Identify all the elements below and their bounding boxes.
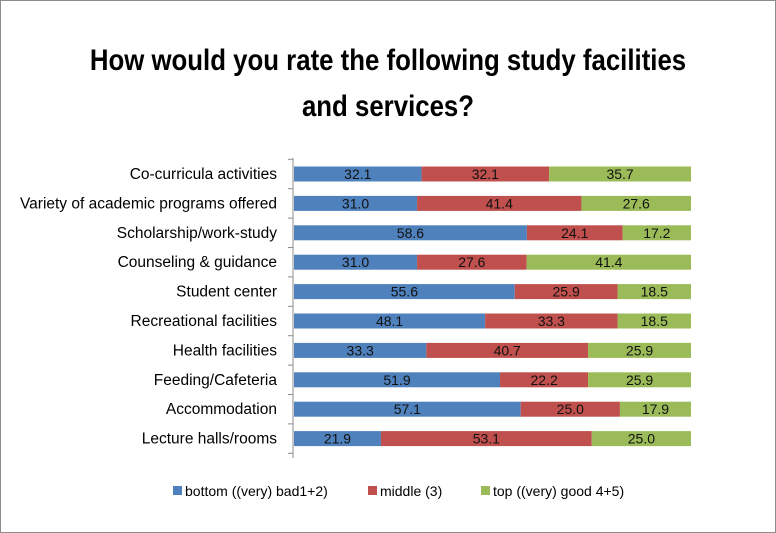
- data-label-lecture-halls-rooms-series-1: 21.9: [324, 431, 351, 447]
- legend-swatch-series-2: [368, 486, 377, 495]
- data-label-counseling-guidance-series-1: 31.0: [342, 254, 369, 270]
- bar-segment-scholarship-work-study-series-3: [622, 225, 691, 241]
- bar-segment-lecture-halls-rooms-series-2: [380, 431, 592, 447]
- chart-title: How would you rate the following study f…: [54, 38, 721, 130]
- legend-swatch-series-3: [481, 486, 490, 495]
- data-label-scholarship-work-study-series-3: 17.2: [643, 225, 670, 241]
- bar-segment-recreational-facilities-series-2: [485, 313, 618, 329]
- bar-segment-variety-of-academic-programs-offered-series-3: [581, 195, 691, 211]
- category-label-student-center: Student center: [176, 284, 277, 301]
- bar-segment-accommodation-series-2: [520, 401, 620, 417]
- data-label-student-center-series-3: 18.5: [641, 284, 668, 300]
- bar-segment-student-center-series-1: [294, 284, 515, 300]
- bar-segment-student-center-series-2: [514, 284, 618, 300]
- category-label-feeding-cafeteria: Feeding/Cafeteria: [154, 372, 278, 389]
- data-label-counseling-guidance-series-2: 27.6: [458, 254, 485, 270]
- data-label-feeding-cafeteria-series-2: 22.2: [530, 372, 557, 388]
- bar-segment-feeding-cafeteria-series-1: [294, 372, 501, 388]
- category-label-lecture-halls-rooms: Lecture halls/rooms: [142, 431, 278, 448]
- chart-title-line-2: and services?: [301, 90, 475, 123]
- bar-segment-counseling-guidance-series-3: [526, 254, 691, 270]
- data-label-accommodation-series-2: 25.0: [557, 401, 584, 417]
- data-label-lecture-halls-rooms-series-3: 25.0: [628, 431, 655, 447]
- data-label-lecture-halls-rooms-series-2: 53.1: [473, 431, 500, 447]
- bar-segment-scholarship-work-study-series-1: [294, 225, 527, 241]
- data-label-co-curricula-activities-series-1: 32.1: [344, 166, 371, 182]
- bar-segment-feeding-cafeteria-series-2: [500, 372, 589, 388]
- bar-segment-recreational-facilities-series-1: [294, 313, 486, 329]
- data-label-recreational-facilities-series-2: 33.3: [538, 313, 565, 329]
- legend-swatch-series-1: [173, 486, 182, 495]
- data-label-scholarship-work-study-series-1: 58.6: [397, 225, 424, 241]
- data-label-recreational-facilities-series-3: 18.5: [641, 313, 668, 329]
- data-label-accommodation-series-1: 57.1: [394, 401, 421, 417]
- data-label-health-facilities-series-2: 40.7: [494, 342, 521, 358]
- bar-segment-lecture-halls-rooms-series-1: [294, 431, 381, 447]
- category-label-counseling-guidance: Counseling & guidance: [118, 254, 277, 271]
- data-label-feeding-cafeteria-series-1: 51.9: [383, 372, 410, 388]
- category-label-accommodation: Accommodation: [166, 401, 277, 418]
- data-label-health-facilities-series-1: 33.3: [347, 342, 374, 358]
- data-label-health-facilities-series-3: 25.9: [626, 342, 653, 358]
- bar-segment-co-curricula-activities-series-3: [549, 166, 691, 182]
- bar-segment-feeding-cafeteria-series-3: [588, 372, 691, 388]
- bar-segment-health-facilities-series-3: [588, 342, 691, 358]
- data-label-feeding-cafeteria-series-3: 25.9: [626, 372, 653, 388]
- bar-segment-scholarship-work-study-series-2: [526, 225, 623, 241]
- data-label-counseling-guidance-series-3: 41.4: [595, 254, 622, 270]
- data-label-scholarship-work-study-series-2: 24.1: [561, 225, 588, 241]
- bar-segment-variety-of-academic-programs-offered-series-1: [294, 195, 418, 211]
- bar-segment-recreational-facilities-series-3: [617, 313, 691, 329]
- data-label-student-center-series-1: 55.6: [391, 284, 418, 300]
- category-label-variety-of-academic-programs-offered: Variety of academic programs offered: [20, 195, 277, 212]
- bar-segment-accommodation-series-1: [294, 401, 521, 417]
- category-label-recreational-facilities: Recreational facilities: [131, 313, 278, 330]
- data-label-accommodation-series-3: 17.9: [642, 401, 669, 417]
- bar-segment-lecture-halls-rooms-series-3: [591, 431, 691, 447]
- bar-segment-co-curricula-activities-series-1: [294, 166, 422, 182]
- legend-label-series-3: top ((very) good 4+5): [493, 483, 624, 499]
- data-label-student-center-series-2: 25.9: [553, 284, 580, 300]
- bar-segment-health-facilities-series-1: [294, 342, 427, 358]
- data-label-recreational-facilities-series-1: 48.1: [376, 313, 403, 329]
- bar-segment-student-center-series-3: [617, 284, 691, 300]
- bar-segment-health-facilities-series-2: [426, 342, 589, 358]
- bar-segment-co-curricula-activities-series-2: [421, 166, 550, 182]
- legend-label-series-2: middle (3): [380, 483, 442, 499]
- category-label-co-curricula-activities: Co-curricula activities: [130, 166, 278, 183]
- bar-segment-variety-of-academic-programs-offered-series-2: [417, 195, 582, 211]
- category-label-scholarship-work-study: Scholarship/work-study: [117, 225, 277, 242]
- bar-segment-accommodation-series-3: [619, 401, 691, 417]
- data-label-variety-of-academic-programs-offered-series-1: 31.0: [342, 195, 369, 211]
- data-label-variety-of-academic-programs-offered-series-3: 27.6: [623, 195, 650, 211]
- data-label-co-curricula-activities-series-2: 32.1: [472, 166, 499, 182]
- chart-title-line-1: How would you rate the following study f…: [89, 44, 687, 77]
- legend-label-series-1: bottom ((very) bad1+2): [185, 483, 328, 499]
- bar-segment-counseling-guidance-series-1: [294, 254, 418, 270]
- category-label-health-facilities: Health facilities: [173, 342, 277, 359]
- data-label-co-curricula-activities-series-3: 35.7: [606, 166, 633, 182]
- data-label-variety-of-academic-programs-offered-series-2: 41.4: [486, 195, 513, 211]
- bar-segment-counseling-guidance-series-2: [417, 254, 527, 270]
